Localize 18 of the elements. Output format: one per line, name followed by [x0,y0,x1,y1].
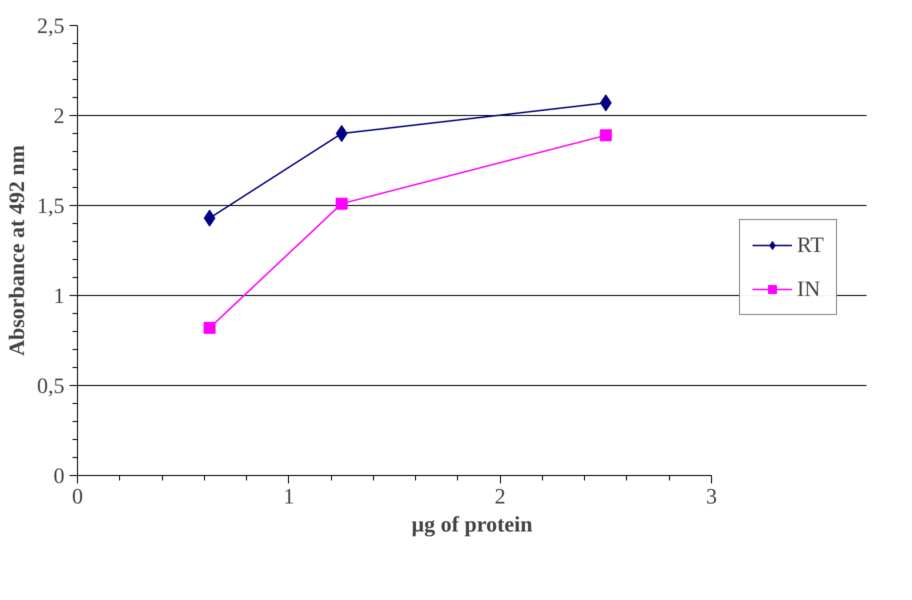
y-tick-label: 2,5 [37,13,64,38]
y-axis-title: Absorbance at 492 nm [4,145,29,356]
y-tick-label: 1 [54,283,64,308]
point [204,322,216,334]
x-tick-label: 2 [494,484,506,508]
x-axis-title: µg of protein [411,512,533,536]
legend-label: IN [797,276,820,302]
x-tick-label: 0 [72,484,83,508]
y-tick-label: 0,5 [37,373,64,398]
point [336,125,348,142]
x-tick-label: 1 [283,484,294,508]
legend-label: RT [797,232,824,258]
point [336,198,348,210]
x-tick-label: 3 [706,484,717,508]
y-tick-label: 1,5 [37,193,64,218]
y-tick-label: 2 [54,103,64,128]
point [600,129,612,142]
y-tick-label: 0 [54,463,64,488]
